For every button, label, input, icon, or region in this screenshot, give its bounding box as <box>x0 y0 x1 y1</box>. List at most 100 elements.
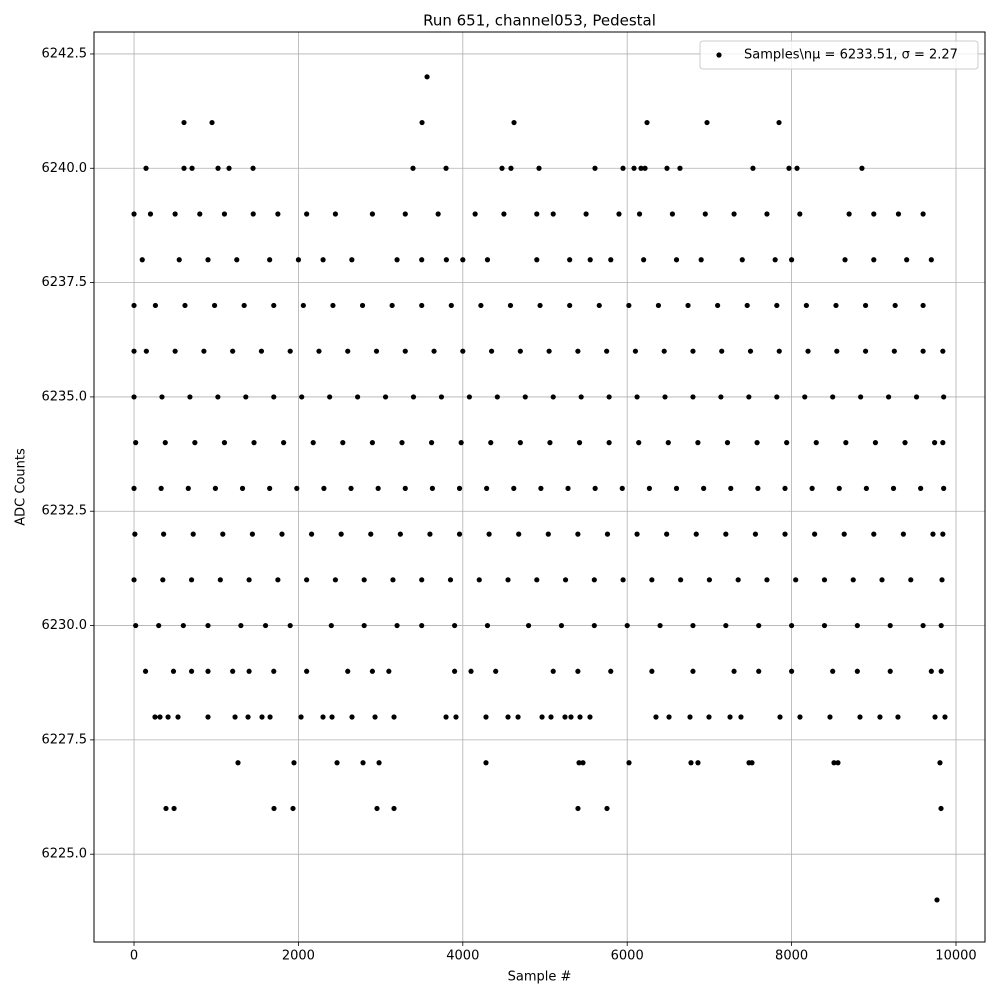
data-point <box>620 165 626 171</box>
data-point <box>511 119 517 126</box>
data-point <box>580 760 586 766</box>
data-point <box>281 440 287 446</box>
data-point <box>410 165 416 171</box>
data-point <box>871 211 877 217</box>
data-point <box>634 394 640 400</box>
data-point <box>846 211 852 217</box>
data-point <box>220 531 226 537</box>
data-point <box>157 714 163 720</box>
data-point <box>719 348 725 354</box>
data-point <box>636 440 642 446</box>
y-tick-label: 6232.5 <box>42 504 88 519</box>
data-point <box>271 302 277 309</box>
data-point <box>534 211 540 217</box>
data-point <box>522 394 528 400</box>
data-point <box>835 760 841 766</box>
data-point <box>187 394 193 400</box>
data-point <box>349 257 355 263</box>
data-point <box>788 622 795 629</box>
data-point <box>750 165 756 171</box>
data-point <box>181 165 187 171</box>
data-point <box>606 440 612 446</box>
data-point <box>900 531 906 537</box>
data-point <box>226 165 232 171</box>
data-point <box>508 165 514 171</box>
data-point <box>858 394 864 400</box>
data-point <box>644 119 650 126</box>
chart-title: Run 651, channel053, Pedestal <box>423 12 656 30</box>
data-point <box>391 805 397 812</box>
data-point <box>562 714 568 720</box>
data-point <box>774 302 780 309</box>
data-point <box>664 165 670 171</box>
data-point <box>673 485 680 491</box>
data-point <box>241 302 247 309</box>
data-point <box>649 577 655 583</box>
data-point <box>706 577 712 583</box>
data-point <box>478 302 484 309</box>
y-tick-label: 6242.5 <box>42 46 88 61</box>
data-point <box>833 302 839 309</box>
data-point <box>536 165 542 171</box>
data-point <box>871 531 877 537</box>
data-point <box>402 485 408 491</box>
data-point <box>887 668 893 674</box>
data-point <box>484 257 491 263</box>
data-point <box>453 714 459 720</box>
axes: 0 2000 4000 6000 8000 10000 6225.0 6227.5 6230.0… <box>42 46 977 963</box>
data-point <box>616 211 622 217</box>
data-point <box>842 257 848 263</box>
y-tick-label: 6225.0 <box>42 847 88 862</box>
y-tick-label: 6237.5 <box>42 275 88 290</box>
data-point <box>131 302 137 309</box>
data-point <box>329 714 335 720</box>
data-point <box>209 119 215 126</box>
data-point <box>715 302 721 309</box>
data-point <box>794 165 800 171</box>
data-point <box>328 622 334 629</box>
data-point <box>488 440 494 446</box>
data-point <box>443 714 449 720</box>
legend-label: Samples\nμ = 6233.51, σ = 2.27 <box>744 48 958 63</box>
data-point <box>688 760 694 766</box>
data-point <box>890 485 897 491</box>
data-point <box>435 211 441 217</box>
data-point <box>131 485 137 491</box>
data-point <box>638 165 644 171</box>
data-point <box>604 348 610 354</box>
data-point <box>162 440 168 446</box>
data-point <box>419 577 425 583</box>
data-point <box>515 714 521 720</box>
data-point <box>332 577 339 583</box>
x-tick-label: 2000 <box>282 949 315 964</box>
data-point <box>431 348 437 354</box>
data-point <box>429 485 435 491</box>
data-point <box>143 348 149 354</box>
data-point <box>626 302 632 309</box>
data-point <box>941 394 947 400</box>
data-point <box>275 211 281 217</box>
data-point <box>160 577 166 583</box>
data-point <box>267 257 273 263</box>
data-point <box>163 805 169 812</box>
data-point <box>447 577 454 583</box>
data-point <box>230 668 236 674</box>
data-point <box>576 760 582 766</box>
data-point <box>577 714 583 720</box>
data-point <box>316 348 322 354</box>
data-point <box>940 348 946 354</box>
data-point <box>161 531 167 537</box>
data-point <box>517 348 523 354</box>
data-point <box>632 348 639 354</box>
data-point <box>604 805 610 812</box>
data-point <box>373 348 380 354</box>
data-point <box>567 257 573 263</box>
data-point <box>230 348 236 354</box>
data-point <box>190 531 196 537</box>
data-point <box>245 714 251 720</box>
data-point <box>250 165 256 171</box>
data-point <box>448 302 454 309</box>
data-point <box>805 348 811 354</box>
data-point <box>788 257 795 263</box>
data-point <box>693 531 699 537</box>
